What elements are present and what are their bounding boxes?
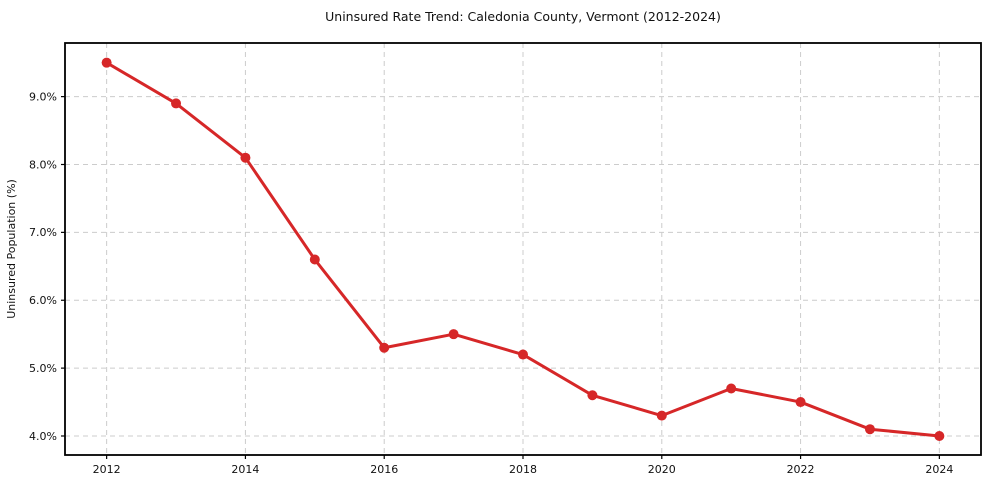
x-tick-label: 2018 — [509, 463, 537, 476]
y-tick-label: 4.0% — [29, 430, 57, 443]
data-point — [726, 383, 737, 394]
data-point — [656, 410, 667, 421]
x-tick-label: 2022 — [787, 463, 815, 476]
data-point — [171, 98, 182, 109]
data-point — [518, 349, 528, 360]
data-point — [448, 329, 459, 340]
plot-area — [65, 43, 981, 455]
data-series — [101, 57, 945, 441]
y-tick-label: 5.0% — [29, 362, 57, 375]
x-tick-label: 2016 — [370, 463, 398, 476]
x-tick-label: 2020 — [648, 463, 676, 476]
data-point — [587, 390, 598, 401]
y-tick-label: 9.0% — [29, 90, 57, 103]
plot-border — [64, 42, 982, 456]
data-point — [934, 430, 945, 441]
y-axis-label: Uninsured Population (%) — [5, 179, 18, 319]
y-tick-label: 6.0% — [29, 294, 57, 307]
y-tick-label: 8.0% — [29, 158, 57, 171]
x-tick-label: 2014 — [231, 463, 259, 476]
chart-title: Uninsured Rate Trend: Caledonia County, … — [325, 9, 721, 24]
x-tick-label: 2012 — [93, 463, 121, 476]
data-point — [240, 152, 251, 163]
axis-tick-labels: 2012 2014 2016 2018 2020 2022 2024 4.0% 5.0% 6.0%… — [29, 90, 953, 476]
data-point — [379, 342, 390, 353]
data-point — [795, 397, 806, 408]
x-tick-label: 2024 — [925, 463, 953, 476]
data-point — [864, 424, 875, 435]
data-point — [101, 57, 112, 68]
data-point — [309, 254, 320, 265]
gridlines — [65, 43, 981, 455]
y-tick-label: 7.0% — [29, 226, 57, 239]
